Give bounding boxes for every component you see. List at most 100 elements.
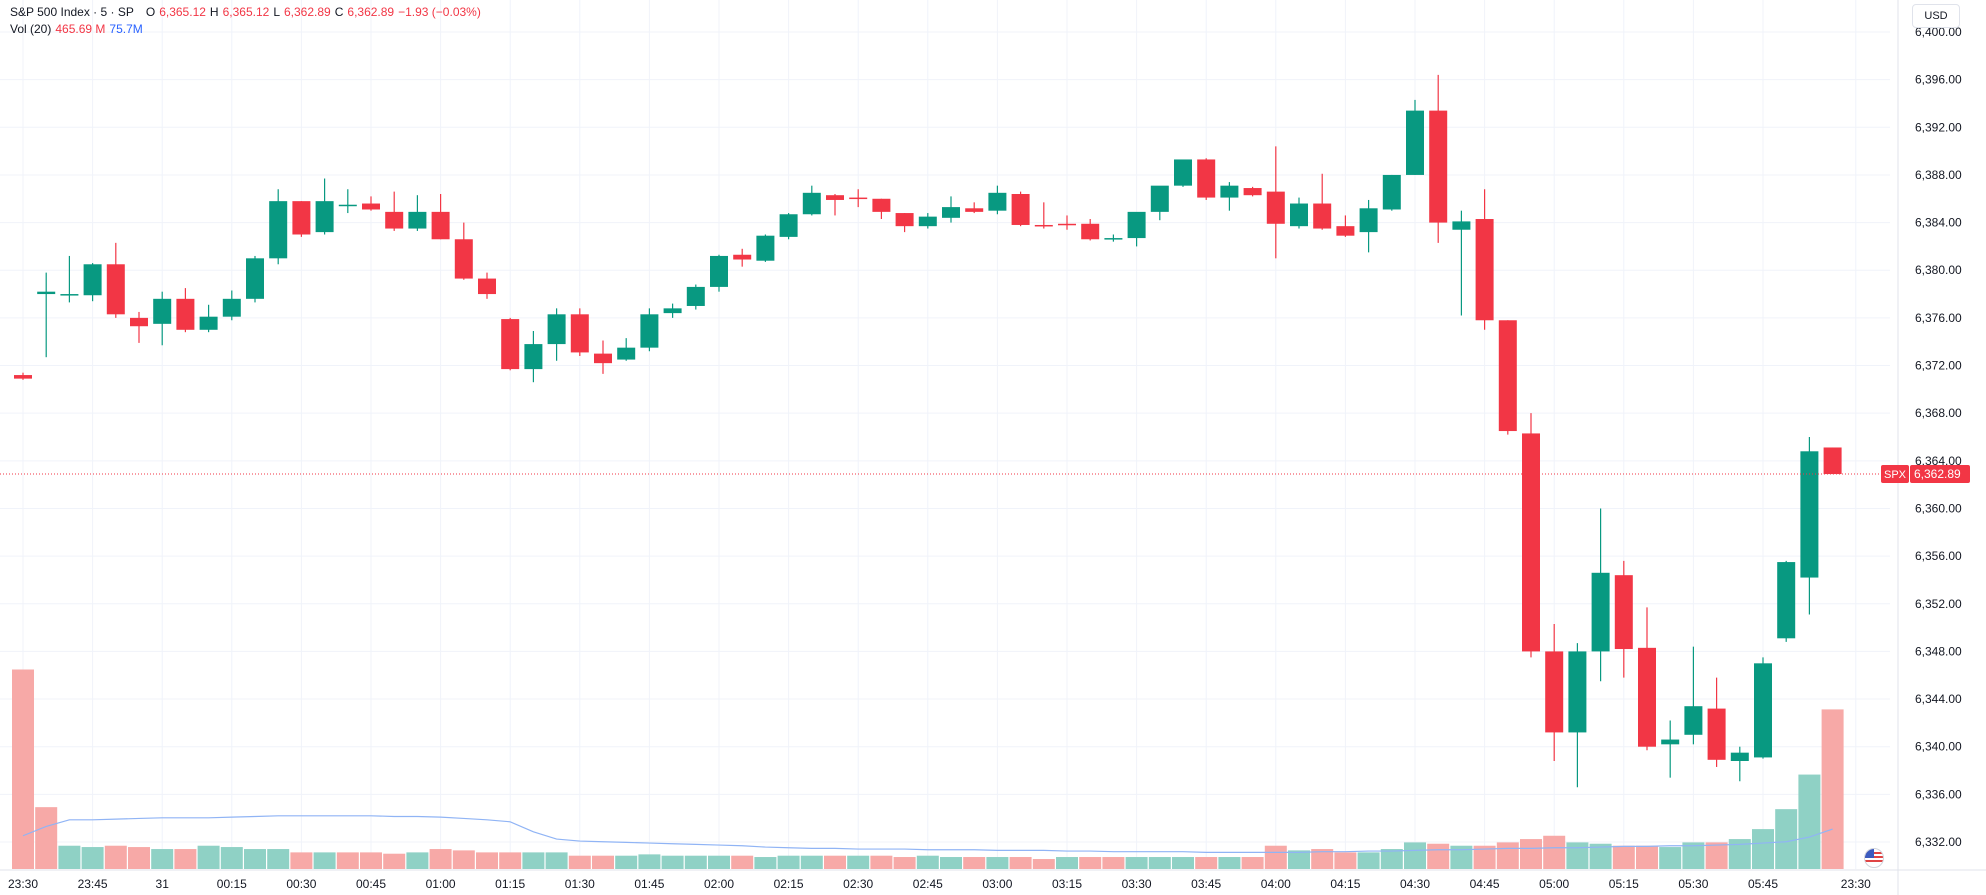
high-label: H bbox=[209, 5, 219, 19]
candle bbox=[1382, 174, 1401, 211]
candle bbox=[640, 308, 659, 352]
price-tick-label: 6,396.00 bbox=[1915, 73, 1962, 87]
price-tick-label: 6,352.00 bbox=[1915, 597, 1962, 611]
candle bbox=[826, 194, 844, 216]
volume-label[interactable]: Vol (20) bbox=[10, 22, 52, 36]
volume-bar bbox=[383, 853, 406, 869]
volume-bar bbox=[1079, 857, 1102, 869]
volume-bar bbox=[916, 855, 939, 869]
price-tick-label: 6,344.00 bbox=[1915, 692, 1962, 706]
price-axis[interactable]: 6,400.00 6,396.00 6,392.00 6,388.00 6,384.00… bbox=[1915, 25, 1962, 849]
time-tick-label: 01:15 bbox=[495, 877, 525, 891]
candle bbox=[1313, 173, 1332, 230]
candle bbox=[1220, 182, 1239, 211]
time-tick-label: 02:15 bbox=[774, 877, 804, 891]
open-label: O bbox=[145, 5, 156, 19]
time-tick-label: 03:15 bbox=[1052, 877, 1082, 891]
volume-bar bbox=[1009, 857, 1032, 869]
candle bbox=[14, 372, 32, 380]
time-tick-label: 00:15 bbox=[217, 877, 247, 891]
us-flag-icon[interactable] bbox=[1864, 848, 1884, 868]
candle bbox=[1290, 197, 1308, 229]
candle-body bbox=[617, 347, 636, 360]
candle bbox=[362, 196, 380, 211]
currency-button[interactable]: USD bbox=[1912, 4, 1960, 28]
open-value: 6,365.12 bbox=[159, 5, 206, 19]
candle bbox=[594, 340, 612, 374]
price-tick-label: 6,360.00 bbox=[1915, 501, 1962, 515]
volume-bar bbox=[1496, 842, 1519, 869]
candle-body bbox=[1545, 651, 1564, 733]
volume-bar bbox=[1728, 839, 1751, 869]
candle bbox=[315, 178, 334, 235]
candle-body bbox=[1777, 562, 1796, 639]
time-tick-label: 00:30 bbox=[286, 877, 316, 891]
volume-bar bbox=[638, 854, 661, 869]
candle bbox=[269, 189, 288, 265]
volume-bar bbox=[1148, 857, 1171, 869]
low-value: 6,362.89 bbox=[284, 5, 331, 19]
candle-body bbox=[1011, 194, 1030, 225]
price-tick-label: 6,332.00 bbox=[1915, 835, 1962, 849]
time-tick-label: 05:15 bbox=[1609, 877, 1639, 891]
candle bbox=[246, 255, 264, 303]
candle-body bbox=[1638, 647, 1656, 747]
candle-body bbox=[1034, 224, 1053, 227]
close-value: 6,362.89 bbox=[347, 5, 395, 19]
volume-bar bbox=[1682, 842, 1705, 869]
candle bbox=[756, 234, 775, 262]
candle bbox=[570, 308, 589, 356]
candle bbox=[338, 189, 357, 214]
candle-body bbox=[1359, 208, 1378, 233]
candle-body bbox=[246, 258, 264, 299]
low-label: L bbox=[273, 5, 280, 19]
volume-bar bbox=[870, 855, 893, 869]
volume-bar bbox=[104, 845, 127, 869]
volume-bar bbox=[893, 857, 916, 869]
symbol-title[interactable]: S&P 500 Index · 5 · SP bbox=[10, 5, 134, 19]
volume-bar bbox=[1612, 845, 1635, 869]
time-tick-label: 02:45 bbox=[913, 877, 943, 891]
candle bbox=[1568, 643, 1587, 788]
time-tick-label: 01:30 bbox=[565, 877, 595, 891]
volume-bar bbox=[1775, 809, 1798, 869]
time-tick-label: 04:15 bbox=[1330, 877, 1360, 891]
volume-bar bbox=[290, 852, 313, 869]
candle-body bbox=[1823, 447, 1842, 475]
candle bbox=[153, 291, 172, 346]
volume-bar bbox=[824, 855, 846, 869]
volume-bar bbox=[684, 855, 707, 869]
volume-bar bbox=[522, 852, 545, 869]
volume-bar bbox=[1473, 845, 1496, 869]
candle bbox=[385, 191, 404, 231]
volume-bar bbox=[406, 852, 429, 869]
candle bbox=[918, 213, 937, 229]
volume-bar bbox=[220, 847, 243, 869]
candles bbox=[14, 74, 1842, 788]
volume-bars bbox=[12, 669, 1844, 869]
time-axis[interactable]: 23:30 23:45 31 00:15 00:30 00:45 01:00 01:15 01:… bbox=[8, 877, 1871, 891]
candle bbox=[501, 317, 520, 371]
candle-body bbox=[1661, 739, 1680, 745]
volume-ma-line bbox=[22, 815, 1833, 853]
candle-body bbox=[1498, 320, 1517, 432]
candle-body bbox=[942, 207, 960, 218]
candle bbox=[663, 303, 682, 318]
candle-body bbox=[663, 308, 682, 314]
volume-bar bbox=[1566, 842, 1589, 869]
time-tick-label: 02:30 bbox=[843, 877, 873, 891]
candle bbox=[199, 304, 218, 333]
volume-bar bbox=[847, 855, 870, 869]
candle-body bbox=[1150, 185, 1169, 212]
time-tick-label: 04:00 bbox=[1261, 877, 1291, 891]
volume-bar bbox=[476, 852, 498, 869]
candle bbox=[895, 213, 914, 233]
candle-body bbox=[594, 353, 612, 364]
volume-bar bbox=[568, 855, 591, 869]
ohlc-row: S&P 500 Index · 5 · SP O 6,365.12 H 6,365.… bbox=[10, 4, 481, 21]
candle bbox=[849, 189, 868, 208]
candle-body bbox=[385, 211, 404, 229]
time-tick-label: 03:30 bbox=[1122, 877, 1152, 891]
candle bbox=[779, 213, 798, 240]
